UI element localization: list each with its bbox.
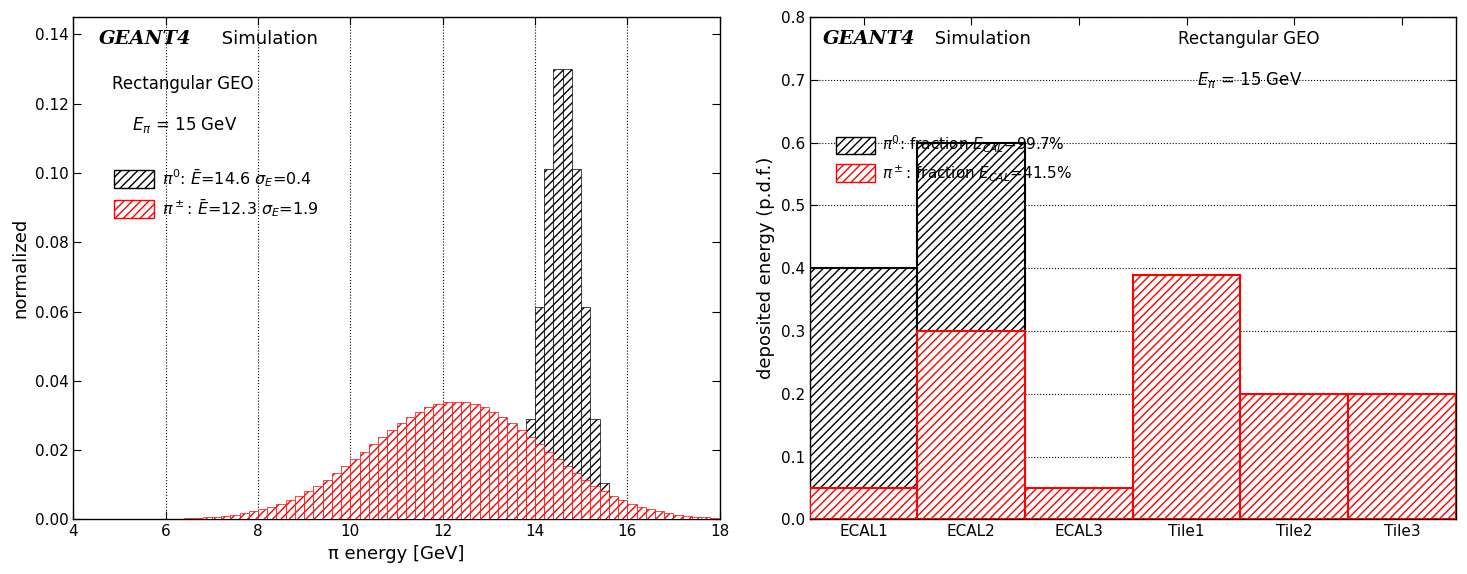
- Bar: [600, 483, 609, 519]
- Bar: [1241, 394, 1348, 519]
- Bar: [359, 452, 368, 519]
- Bar: [508, 509, 516, 519]
- Bar: [581, 307, 590, 519]
- Text: GEANT4: GEANT4: [823, 30, 915, 48]
- Bar: [710, 518, 720, 519]
- Bar: [618, 517, 628, 519]
- Bar: [314, 486, 323, 519]
- Bar: [249, 511, 258, 519]
- Bar: [535, 444, 544, 519]
- Bar: [499, 517, 508, 519]
- Bar: [295, 496, 304, 519]
- Y-axis label: normalized: normalized: [12, 218, 29, 319]
- Bar: [637, 507, 645, 519]
- Text: Simulation: Simulation: [929, 30, 1031, 48]
- Bar: [645, 509, 654, 519]
- Bar: [544, 452, 553, 519]
- Bar: [508, 423, 516, 519]
- Bar: [351, 459, 359, 519]
- Bar: [810, 268, 917, 519]
- Bar: [673, 515, 682, 519]
- Bar: [600, 491, 609, 519]
- Text: $E_\pi$ = 15 GeV: $E_\pi$ = 15 GeV: [132, 115, 236, 135]
- Bar: [461, 402, 471, 519]
- Bar: [609, 509, 618, 519]
- Bar: [443, 402, 452, 519]
- Text: Rectangular GEO: Rectangular GEO: [111, 75, 254, 93]
- Bar: [480, 408, 489, 519]
- Bar: [654, 511, 665, 519]
- Bar: [572, 474, 581, 519]
- Legend: $\pi^0$: $\bar{E}$=14.6 $\sigma_E$=0.4, $\pi^\pm$: $\bar{E}$=12.3 $\sigma_E$=1.9: $\pi^0$: $\bar{E}$=14.6 $\sigma_E$=0.4, …: [107, 161, 324, 226]
- Bar: [701, 517, 710, 519]
- Bar: [304, 491, 314, 519]
- Bar: [368, 444, 378, 519]
- Bar: [424, 408, 433, 519]
- Bar: [499, 417, 508, 519]
- Bar: [665, 513, 673, 519]
- Bar: [406, 417, 415, 519]
- Bar: [618, 500, 628, 519]
- Bar: [1348, 394, 1455, 519]
- Bar: [581, 480, 590, 519]
- Bar: [590, 486, 600, 519]
- Bar: [387, 430, 396, 519]
- Bar: [516, 430, 525, 519]
- Bar: [194, 518, 202, 519]
- Bar: [239, 513, 249, 519]
- Bar: [471, 404, 480, 519]
- Bar: [258, 509, 267, 519]
- Bar: [378, 437, 387, 519]
- Bar: [230, 515, 239, 519]
- Bar: [917, 143, 1025, 519]
- Bar: [553, 459, 563, 519]
- Bar: [572, 169, 581, 519]
- Bar: [433, 404, 443, 519]
- Bar: [286, 500, 295, 519]
- Bar: [276, 503, 286, 519]
- Bar: [222, 516, 230, 519]
- Text: Simulation: Simulation: [216, 30, 317, 48]
- Bar: [535, 307, 544, 519]
- Legend: $\pi^0$: fraction $E_{CAL}$=99.7%, $\pi^\pm$: fraction $E_{CAL}$=41.5%: $\pi^0$: fraction $E_{CAL}$=99.7%, $\pi^…: [830, 128, 1078, 189]
- Bar: [516, 483, 525, 519]
- Bar: [332, 474, 342, 519]
- Bar: [692, 517, 701, 519]
- Bar: [590, 419, 600, 519]
- Text: Rectangular GEO: Rectangular GEO: [1178, 30, 1319, 48]
- Bar: [917, 331, 1025, 519]
- Bar: [553, 69, 563, 519]
- Bar: [563, 467, 572, 519]
- X-axis label: π energy [GeV]: π energy [GeV]: [329, 545, 465, 563]
- Bar: [525, 419, 535, 519]
- Bar: [267, 507, 276, 519]
- Text: GEANT4: GEANT4: [100, 30, 192, 48]
- Bar: [810, 488, 917, 519]
- Y-axis label: deposited energy (p.d.f.): deposited energy (p.d.f.): [757, 157, 775, 379]
- Bar: [342, 467, 351, 519]
- Bar: [1133, 274, 1241, 519]
- Bar: [415, 412, 424, 519]
- Text: $E_\pi$ = 15 GeV: $E_\pi$ = 15 GeV: [1197, 70, 1303, 90]
- Bar: [682, 516, 692, 519]
- Bar: [1025, 488, 1133, 519]
- Bar: [628, 503, 637, 519]
- Bar: [452, 402, 461, 519]
- Bar: [525, 437, 535, 519]
- Bar: [396, 423, 406, 519]
- Bar: [185, 518, 194, 519]
- Bar: [609, 496, 618, 519]
- Bar: [323, 480, 332, 519]
- Bar: [563, 69, 572, 519]
- Bar: [489, 412, 499, 519]
- Bar: [544, 169, 553, 519]
- Bar: [211, 517, 222, 519]
- Bar: [202, 517, 211, 519]
